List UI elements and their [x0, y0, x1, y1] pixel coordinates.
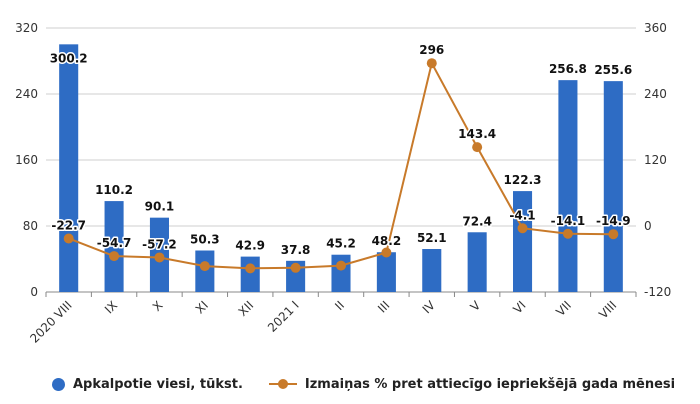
line-point	[381, 247, 392, 258]
x-tick-label: XI	[193, 298, 211, 316]
line-value-label: 296	[419, 43, 444, 57]
bar-value-label: 52.1	[417, 231, 447, 245]
combo-chart: 0 80 160 240 320 -120 0 120 240 360 2020 VIII IX X XI…	[15, 21, 671, 346]
bar-value-label-halo: 122.3	[504, 173, 542, 187]
left-axis-tick-label: 80	[23, 219, 38, 233]
bar-value-label-halo: 48.2	[372, 234, 402, 248]
line-value-label: -54.7	[97, 236, 132, 250]
line-value-label-halo: -14.9	[596, 214, 631, 228]
legend: Apkalpotie viesi, tūkst. Izmaiņas % pret…	[0, 372, 700, 396]
bar-value-label-halo: 42.9	[235, 239, 265, 253]
line-point	[426, 58, 437, 69]
line-value-label-halo: 296	[419, 43, 444, 57]
line-point	[245, 263, 256, 274]
x-tick-label: IX	[102, 298, 120, 316]
line-point	[608, 229, 619, 240]
bar-value-label-halo: 110.2	[95, 183, 133, 197]
x-tick-label: X	[150, 298, 166, 314]
line-value-label-halo: -4.1	[509, 208, 535, 222]
line-point	[63, 233, 74, 244]
x-tick-label: XII	[236, 298, 257, 319]
bar	[331, 254, 351, 292]
line-value-label-halo: -14.1	[551, 214, 586, 228]
bar-value-label: 50.3	[190, 233, 220, 247]
bar-value-label: 122.3	[504, 173, 542, 187]
line-point	[154, 252, 165, 263]
bar-value-label-halo: 45.2	[326, 237, 356, 251]
bar	[104, 201, 124, 292]
line-value-label-halo: -54.7	[97, 236, 132, 250]
line-value-label: -22.7	[51, 218, 86, 232]
x-tick-label: VIII	[596, 298, 619, 321]
right-axis-tick-label: 120	[644, 153, 667, 167]
bar-value-label-halo: 256.8	[549, 62, 587, 76]
bar	[603, 81, 623, 292]
bar-value-label-halo: 255.6	[594, 63, 632, 77]
bar	[240, 256, 260, 292]
bar	[376, 252, 396, 292]
right-axis-tick-label: 0	[644, 219, 652, 233]
bar-value-label: 300.2	[50, 51, 88, 65]
bar	[195, 250, 215, 292]
legend-item-line: Izmaiņas % pret attiecīgo iepriekšējā ga…	[268, 376, 676, 392]
bar-value-label: 45.2	[326, 237, 356, 251]
bar-value-label-halo: 72.4	[462, 214, 492, 228]
bar-value-label: 42.9	[235, 239, 265, 253]
x-tick-label: III	[375, 298, 392, 315]
left-axis-tick-label: 0	[30, 285, 38, 299]
bar-value-label: 90.1	[145, 200, 175, 214]
x-tick-label: IV	[420, 298, 439, 317]
line-point	[290, 262, 301, 273]
line-value-label-halo: 143.4	[458, 127, 496, 141]
bar-value-label: 256.8	[549, 62, 587, 76]
legend-bar-swatch	[52, 377, 65, 391]
x-tick-label: VII	[553, 298, 574, 319]
line-point	[472, 142, 483, 153]
bar	[558, 80, 578, 292]
x-tick-label: 2021 I	[265, 298, 302, 335]
x-tick-label: II	[332, 298, 347, 313]
bar	[59, 44, 79, 293]
line-point	[562, 228, 573, 239]
line-point	[199, 261, 210, 272]
bar-value-label: 255.6	[594, 63, 632, 77]
line-value-label: -14.9	[596, 214, 631, 228]
bar-value-label: 37.8	[281, 243, 311, 257]
bar-value-label-halo: 300.2	[50, 51, 88, 65]
bar-value-label: 110.2	[95, 183, 133, 197]
x-tick-label: VI	[510, 298, 528, 316]
line-point	[109, 251, 120, 262]
x-tick-label: V	[468, 298, 484, 314]
bar-value-label: 48.2	[372, 234, 402, 248]
line-value-label: -57.2	[142, 237, 177, 251]
line-value-label-halo: -22.7	[51, 218, 86, 232]
x-tick-label: 2020 VIII	[27, 298, 75, 346]
left-axis-tick-label: 160	[15, 153, 38, 167]
right-axis-tick-label: 360	[644, 21, 667, 35]
line-value-label-halo: -57.2	[142, 237, 177, 251]
line-value-label: -14.1	[551, 214, 586, 228]
line-point	[517, 223, 528, 234]
line-value-label: -4.1	[509, 208, 535, 222]
legend-item-bars: Apkalpotie viesi, tūkst.	[52, 377, 243, 392]
bar-value-label: 72.4	[462, 214, 492, 228]
legend-bar-label: Apkalpotie viesi, tūkst.	[73, 376, 243, 392]
bar-value-label-halo: 50.3	[190, 233, 220, 247]
right-axis-tick-label: 240	[644, 87, 667, 101]
left-axis-tick-label: 320	[15, 21, 38, 35]
left-axis-tick-label: 240	[15, 87, 38, 101]
line-point	[336, 260, 346, 271]
bar-value-label-halo: 52.1	[417, 231, 447, 245]
bar-value-label-halo: 90.1	[145, 200, 175, 214]
bar	[422, 249, 442, 292]
bar	[513, 191, 533, 292]
legend-line-label: Izmaiņas % pret attiecīgo iepriekšējā ga…	[304, 376, 676, 392]
legend-line-swatch	[268, 378, 297, 390]
bar	[467, 232, 487, 292]
right-axis-tick-label: -120	[644, 285, 671, 299]
line-value-label: 143.4	[458, 127, 496, 141]
bar-value-label-halo: 37.8	[281, 243, 311, 257]
